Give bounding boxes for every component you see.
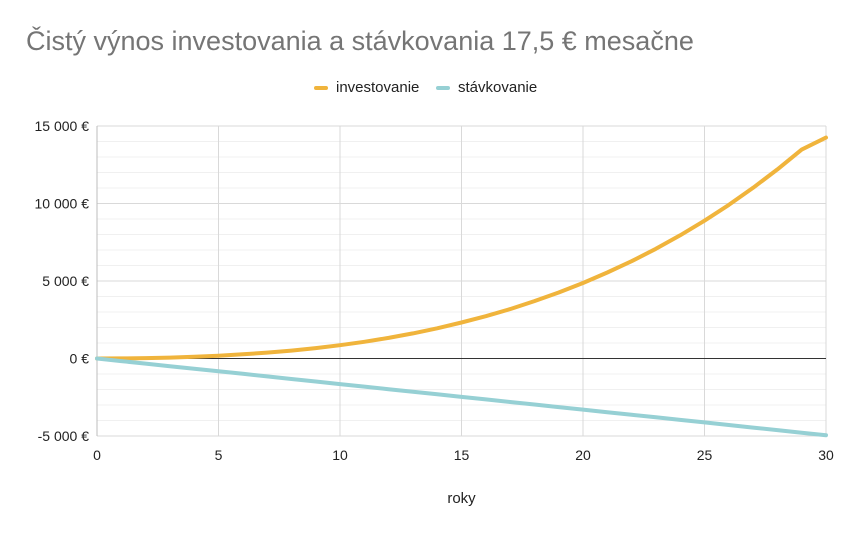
y-tick-label: 15 000 € [35, 118, 90, 134]
legend-item-stavkovanie: stávkovanie [436, 79, 537, 96]
legend-item-investovanie: investovanie [314, 79, 419, 96]
series-line-investovanie [95, 135, 828, 361]
legend-swatch-investovanie [314, 85, 328, 90]
legend-label-stavkovanie: stávkovanie [458, 79, 538, 96]
x-tick-label: 15 [454, 447, 470, 463]
legend-swatch-stavkovanie [436, 85, 450, 90]
x-tick-label: 5 [215, 447, 223, 463]
y-tick-label: 0 € [70, 351, 90, 367]
y-tick-label: 5 000 € [42, 273, 89, 289]
legend: investovanie stávkovanie [0, 79, 852, 101]
x-tick-label: 10 [332, 447, 348, 463]
chart-title: Čistý výnos investovania a stávkovania 1… [26, 26, 694, 56]
x-tick-label: 30 [818, 447, 834, 463]
legend-label-investovanie: investovanie [336, 79, 420, 96]
x-tick-label: 25 [697, 447, 713, 463]
x-axis-title: roky [447, 490, 476, 507]
series-line-stavkovanie [95, 356, 828, 438]
y-tick-label: 10 000 € [35, 196, 90, 212]
y-tick-label: -5 000 € [38, 428, 90, 444]
x-tick-label: 20 [575, 447, 591, 463]
x-tick-label: 0 [93, 447, 101, 463]
